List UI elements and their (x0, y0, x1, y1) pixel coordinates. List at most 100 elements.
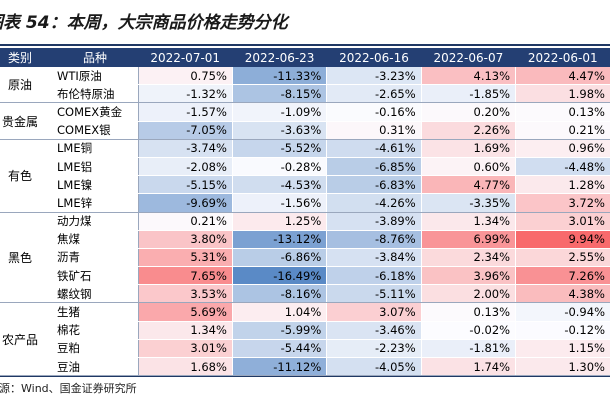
row: 贵金属 COMEX黄金 -1.57% -1.09% -0.16% 0.20% 0.13% (0, 102, 610, 140)
change-value: -3.84% (326, 248, 422, 268)
column-header: 2022-06-07 (421, 48, 516, 67)
change-value: 0.31% (326, 121, 422, 140)
row: LME铝 -2.08% -0.28% -6.85% 0.60% -4.48% (0, 157, 610, 177)
change-value: -4.05% (326, 357, 422, 377)
change-value: -5.52% (231, 139, 327, 158)
change-value: 0.13% (420, 302, 516, 322)
change-value: -2.23% (326, 339, 422, 359)
change-value: -1.57% (137, 102, 233, 122)
column-header: 2022-07-01 (138, 48, 233, 67)
change-value: -4.26% (326, 193, 422, 213)
commodity-name: COMEX黄金 (52, 102, 139, 122)
category: 黑色 (0, 212, 52, 304)
row: 铁矿石 7.65% -16.49% -6.18% 3.96% 7.26% (0, 266, 610, 286)
row: 原油 WTI原油 0.75% -11.33% -3.23% 4.13% 4.47% (0, 67, 610, 104)
category: 农产品 (0, 302, 52, 377)
change-value: -3.63% (231, 121, 327, 140)
row: 农产品 生猪 5.69% 1.04% 3.07% 0.13% -0.94% (0, 302, 610, 377)
column-header: 2022-06-16 (326, 48, 422, 67)
change-value: 0.96% (515, 139, 610, 158)
change-value: -0.28% (231, 157, 327, 177)
change-value: 4.13% (420, 67, 516, 86)
commodity-name: COMEX银 (52, 121, 139, 140)
change-value: -8.16% (231, 284, 327, 304)
row: 棉花 1.34% -5.99% -3.46% -0.02% -0.12% (0, 321, 610, 340)
change-value: 1.74% (420, 357, 516, 377)
change-value: -8.76% (326, 230, 422, 249)
change-value: -3.89% (326, 212, 422, 231)
change-value: 4.38% (515, 284, 610, 304)
change-value: 3.96% (420, 266, 516, 286)
row: COMEX银 -7.05% -3.63% 0.31% 2.26% 0.21% (0, 121, 610, 140)
commodity-name: LME铝 (52, 157, 139, 177)
change-value: -0.16% (326, 102, 422, 122)
change-value: 3.53% (137, 284, 233, 304)
row: 豆粕 3.01% -5.44% -2.23% -1.81% 1.15% (0, 339, 610, 359)
change-value: 3.07% (326, 302, 422, 322)
change-value: -4.53% (231, 175, 327, 195)
change-value: -1.56% (231, 193, 327, 213)
change-value: 1.25% (231, 212, 327, 231)
change-value: 0.20% (420, 102, 516, 122)
bottom-rule (0, 376, 610, 377)
commodity-name: 生猪 (52, 302, 139, 322)
column-header: 类别 (0, 48, 52, 67)
row: 沥青 5.31% -6.86% -3.84% 2.34% 2.55% (0, 248, 610, 268)
change-value: 1.34% (420, 212, 516, 231)
column-header: 品种 (52, 48, 138, 67)
change-value: -7.05% (137, 121, 233, 140)
row: LME镍 -5.15% -4.53% -6.83% 4.77% 1.28% (0, 175, 610, 195)
change-value: 1.28% (515, 175, 610, 195)
change-value: 9.94% (515, 230, 610, 249)
commodity-name: LME铜 (52, 139, 139, 158)
change-value: -3.74% (137, 139, 233, 158)
change-value: 2.00% (420, 284, 516, 304)
change-value: -3.23% (326, 67, 422, 86)
change-value: -3.35% (420, 193, 516, 213)
change-value: 5.69% (137, 302, 233, 322)
commodity-name: 布伦特原油 (52, 84, 139, 104)
change-value: 1.04% (231, 302, 327, 322)
commodity-name: 动力煤 (52, 212, 139, 231)
row: 豆油 1.68% -11.12% -4.05% 1.74% 1.30% (0, 357, 610, 377)
change-value: -5.11% (326, 284, 422, 304)
change-value: 6.99% (420, 230, 516, 249)
category: 贵金属 (0, 102, 52, 140)
commodity-name: 豆粕 (52, 339, 139, 359)
change-value: -11.12% (231, 357, 327, 377)
change-value: 2.26% (420, 121, 516, 140)
change-value: 2.55% (515, 248, 610, 268)
category: 原油 (0, 67, 52, 104)
change-value: 0.13% (515, 102, 610, 122)
table: 类别 品种 2022-07-01 2022-06-23 2022-06-16 2022-0… (0, 48, 610, 377)
change-value: -0.02% (420, 321, 516, 340)
change-value: -5.15% (137, 175, 233, 195)
row: 螺纹钢 3.53% -8.16% -5.11% 2.00% 4.38% (0, 284, 610, 304)
change-value: -11.33% (231, 67, 327, 86)
change-value: -1.81% (420, 339, 516, 359)
change-value: 3.01% (515, 212, 610, 231)
change-value: 3.01% (137, 339, 233, 359)
change-value: -1.85% (420, 84, 516, 104)
commodity-name: LME镍 (52, 175, 139, 195)
change-value: 1.15% (515, 339, 610, 359)
change-value: -0.12% (515, 321, 610, 340)
change-value: -5.99% (231, 321, 327, 340)
change-value: -2.65% (326, 84, 422, 104)
change-value: 1.68% (137, 357, 233, 377)
column-header: 2022-06-01 (515, 48, 610, 67)
change-value: -2.08% (137, 157, 233, 177)
commodity-name: LME锌 (52, 193, 139, 213)
change-value: -13.12% (231, 230, 327, 249)
change-value: -16.49% (231, 266, 327, 286)
change-value: 1.98% (515, 84, 610, 104)
row: 布伦特原油 -1.32% -8.15% -2.65% -1.85% 1.98% (0, 84, 610, 104)
row: 焦煤 3.80% -13.12% -8.76% 6.99% 9.94% (0, 230, 610, 249)
change-value: 1.69% (420, 139, 516, 158)
change-value: 3.72% (515, 193, 610, 213)
commodity-name: 焦煤 (52, 230, 139, 249)
change-value: 2.34% (420, 248, 516, 268)
change-value: 4.77% (420, 175, 516, 195)
commodity-name: 豆油 (52, 357, 139, 377)
